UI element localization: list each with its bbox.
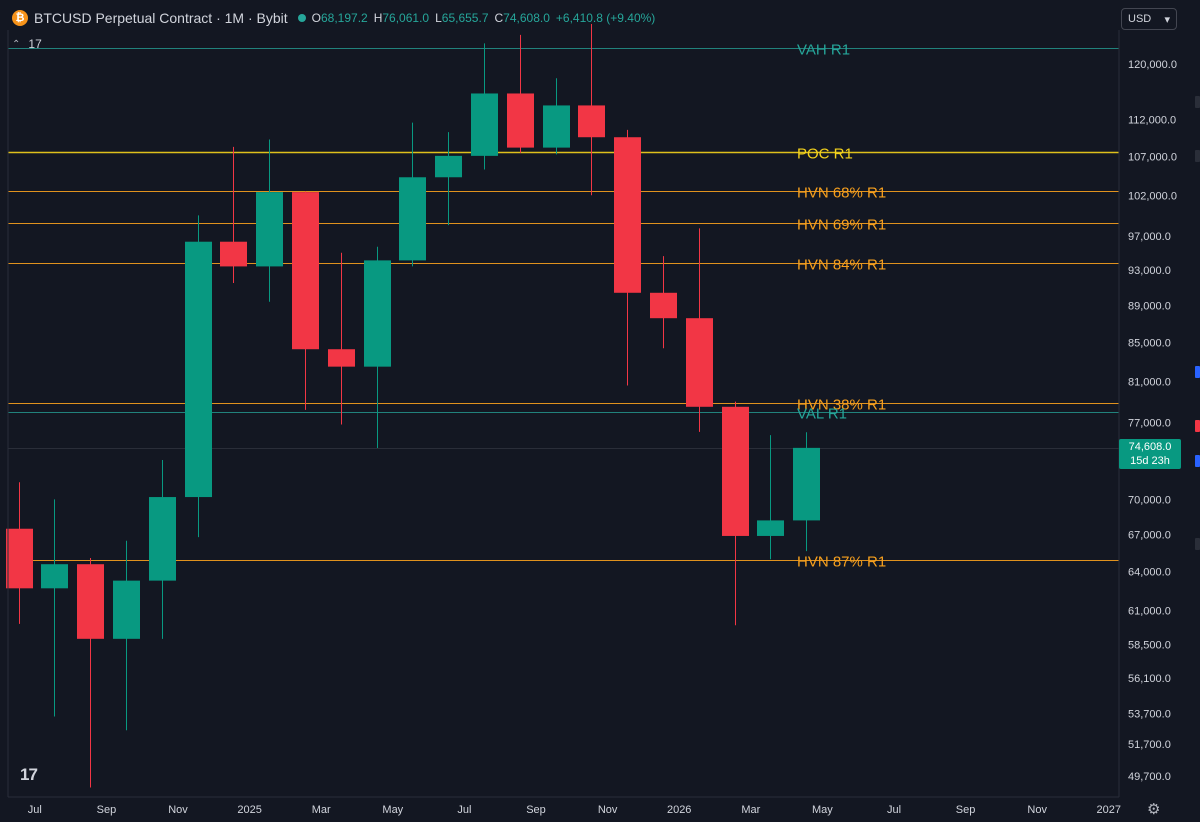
y-tick-label: 85,000.0 <box>1128 338 1171 350</box>
candle-body <box>220 241 247 267</box>
y-tick-label: 107,000.0 <box>1128 152 1177 164</box>
x-tick-label: Sep <box>97 804 117 816</box>
candle-body <box>793 447 820 521</box>
level-label: HVN 38% R1 <box>797 397 886 414</box>
x-tick-label: Sep <box>526 804 546 816</box>
indicators-toggle[interactable]: ⌃ 17 <box>12 36 42 52</box>
chevron-down-icon: ▾ <box>1164 13 1170 26</box>
bar-countdown: 15d 23h <box>1130 455 1170 467</box>
axes-layer: 120,000.0 112,000.0 107,000.0 102,000.0 97,0… <box>7 30 1177 816</box>
candle-body <box>364 260 391 367</box>
candle-body <box>471 93 498 156</box>
x-tick-label: May <box>382 804 403 816</box>
y-tick-label: 70,000.0 <box>1128 494 1171 506</box>
candle-body <box>399 177 426 261</box>
chevron-up-icon: ⌃ <box>12 38 21 50</box>
level-label: HVN 87% R1 <box>797 554 886 571</box>
candle-body <box>686 318 713 407</box>
currency-select[interactable]: USD ▾ <box>1121 8 1177 30</box>
candle-body <box>41 564 68 589</box>
y-tick-label: 89,000.0 <box>1128 300 1171 312</box>
candle-body <box>650 292 677 319</box>
level-label: VAL R1 <box>797 406 847 423</box>
y-tick-label: 61,000.0 <box>1128 606 1171 618</box>
bitcoin-icon: ₿ <box>12 10 28 26</box>
x-tick-label: 2026 <box>667 804 691 816</box>
y-tick-label: 49,700.0 <box>1128 771 1171 783</box>
y-tick-label: 67,000.0 <box>1128 530 1171 542</box>
tradingview-logo-icon[interactable]: 17 <box>20 765 38 784</box>
level-label: HVN 69% R1 <box>797 217 886 234</box>
candle-body <box>614 137 641 293</box>
x-tick-label: 2027 <box>1097 804 1121 816</box>
edge-marker-icon[interactable] <box>1195 96 1200 108</box>
currency-label: USD <box>1128 13 1152 25</box>
edge-marker-icon[interactable] <box>1195 455 1200 467</box>
x-tick-label: May <box>812 804 833 816</box>
y-tick-label: 112,000.0 <box>1128 115 1176 127</box>
x-tick-label: Jul <box>457 804 471 816</box>
x-tick-label: Mar <box>312 804 331 816</box>
candle-body <box>722 406 749 536</box>
candle-body <box>292 192 319 350</box>
market-open-dot-icon <box>297 14 306 22</box>
ohlc-change: +6,410.8 (+9.40%) <box>555 11 656 25</box>
x-tick-label: Sep <box>956 804 976 816</box>
y-tick-label: 58,500.0 <box>1128 639 1171 651</box>
candle-body <box>113 580 140 639</box>
y-tick-label: 81,000.0 <box>1128 376 1171 388</box>
candle-body <box>77 564 104 639</box>
indicator-count: 17 <box>28 37 42 51</box>
y-tick-label: 120,000.0 <box>1128 59 1177 71</box>
candle-body <box>578 105 605 138</box>
y-tick-label: 51,700.0 <box>1128 739 1171 751</box>
level-label: POC R1 <box>797 146 853 163</box>
y-tick-label: 56,100.0 <box>1128 673 1171 685</box>
candle-body <box>149 497 176 581</box>
x-tick-label: Nov <box>1027 804 1047 816</box>
last-price-value: 74,608.0 <box>1128 441 1172 453</box>
ohlc-readout: O68,197.2 H76,061.0 L65,655.7 C74,608.0 … <box>312 11 656 25</box>
candle-body <box>256 192 283 267</box>
chart-header: ₿ BTCUSD Perpetual Contract · 1M · Bybit… <box>12 8 655 28</box>
candle-body <box>543 105 570 148</box>
candle-body <box>757 520 784 536</box>
y-tick-label: 97,000.0 <box>1128 231 1171 243</box>
y-tick-label: 53,700.0 <box>1128 708 1171 720</box>
x-tick-label: Jul <box>28 804 42 816</box>
edge-marker-icon[interactable] <box>1195 150 1200 162</box>
x-tick-label: Nov <box>168 804 188 816</box>
ohlc-low: L65,655.7 <box>435 11 489 25</box>
edge-marker-icon[interactable] <box>1195 538 1200 550</box>
y-tick-label: 93,000.0 <box>1128 265 1171 277</box>
symbol-title[interactable]: BTCUSD Perpetual Contract · 1M · Bybit <box>34 10 288 26</box>
level-label: VAH R1 <box>797 42 850 59</box>
ohlc-open: O68,197.2 <box>311 11 368 25</box>
edge-marker-icon[interactable] <box>1195 366 1200 378</box>
candle-body <box>6 528 33 589</box>
candles-layer <box>6 23 820 788</box>
y-tick-label: 64,000.0 <box>1128 567 1171 579</box>
candle-body <box>507 93 534 148</box>
y-tick-label: 77,000.0 <box>1128 417 1171 429</box>
x-tick-label: 2025 <box>237 804 261 816</box>
edge-marker-icon[interactable] <box>1195 420 1200 432</box>
last-price-badge: 74,608.0 15d 23h <box>1119 439 1181 469</box>
candle-body <box>185 241 212 498</box>
x-tick-label: Jul <box>887 804 901 816</box>
candle-body <box>328 349 355 367</box>
candle-body <box>435 155 462 178</box>
ohlc-high: H76,061.0 <box>373 11 430 25</box>
y-tick-label: 102,000.0 <box>1128 190 1177 202</box>
ohlc-close: C74,608.0 <box>494 11 550 25</box>
x-tick-label: Nov <box>598 804 618 816</box>
level-label: HVN 84% R1 <box>797 257 886 274</box>
gear-icon[interactable]: ⚙ <box>1147 801 1161 818</box>
level-label: HVN 68% R1 <box>797 185 886 202</box>
x-tick-label: Mar <box>741 804 760 816</box>
